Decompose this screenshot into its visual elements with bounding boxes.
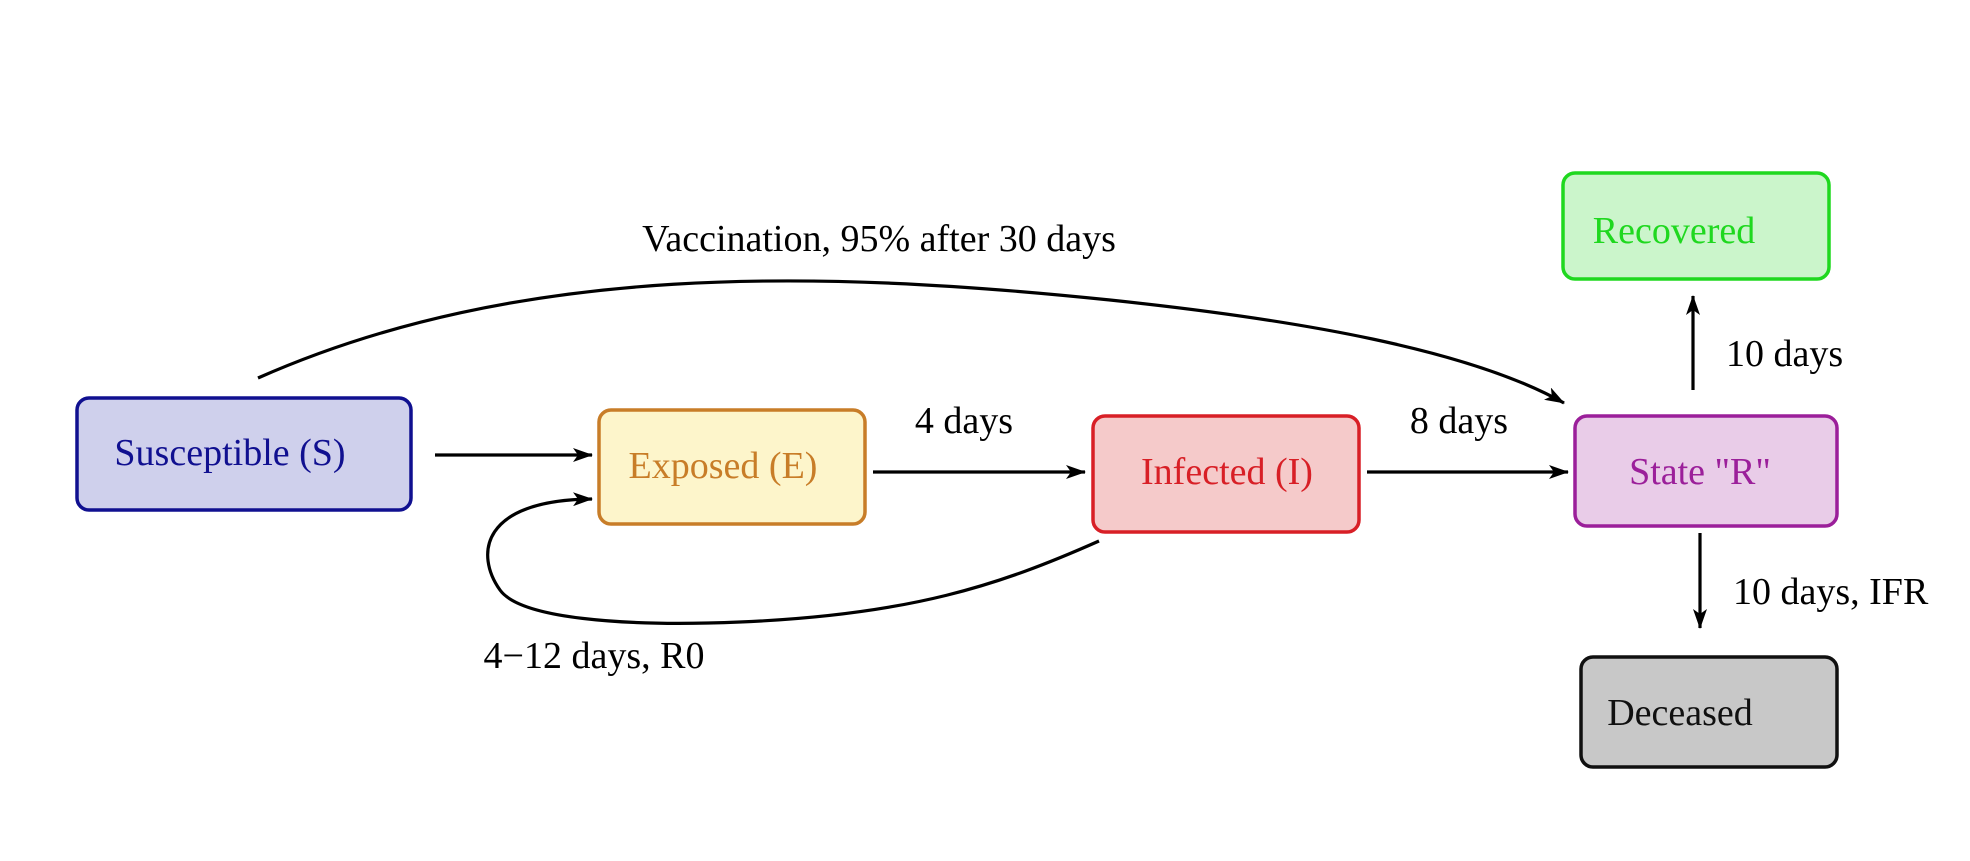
label-infection-loop: 4−12 days, R0 <box>484 635 705 677</box>
exposed-box <box>597 408 867 526</box>
label-state-r-to-deceased: 10 days, IFR <box>1733 571 1929 613</box>
exposed-label: Exposed (E) <box>629 445 818 487</box>
infected-box <box>1091 414 1361 534</box>
deceased-label: Deceased <box>1607 692 1753 734</box>
recovered-label: Recovered <box>1593 210 1755 252</box>
label-infected-to-state-r: 8 days <box>1410 400 1508 442</box>
arrow-infection-loop <box>486 492 1100 625</box>
state-r-box <box>1573 414 1839 528</box>
arrow-vaccination <box>257 279 1565 405</box>
label-state-r-to-recovered: 10 days <box>1726 333 1843 375</box>
node-exposed: Exposed (E) <box>597 408 867 526</box>
susceptible-box <box>75 396 413 512</box>
label-exposed-to-infected: 4 days <box>915 400 1013 442</box>
susceptible-label: Susceptible (S) <box>114 432 345 474</box>
node-deceased: Deceased <box>1579 655 1839 769</box>
node-recovered: Recovered <box>1561 171 1831 281</box>
node-infected: Infected (I) <box>1091 414 1361 534</box>
node-susceptible: Susceptible (S) <box>75 396 413 512</box>
label-vaccination: Vaccination, 95% after 30 days <box>642 218 1116 260</box>
infected-label: Infected (I) <box>1141 451 1313 493</box>
deceased-box <box>1579 655 1839 769</box>
state-r-label: State "R" <box>1629 451 1771 493</box>
recovered-box <box>1561 171 1831 281</box>
node-state-r: State "R" <box>1573 414 1839 528</box>
